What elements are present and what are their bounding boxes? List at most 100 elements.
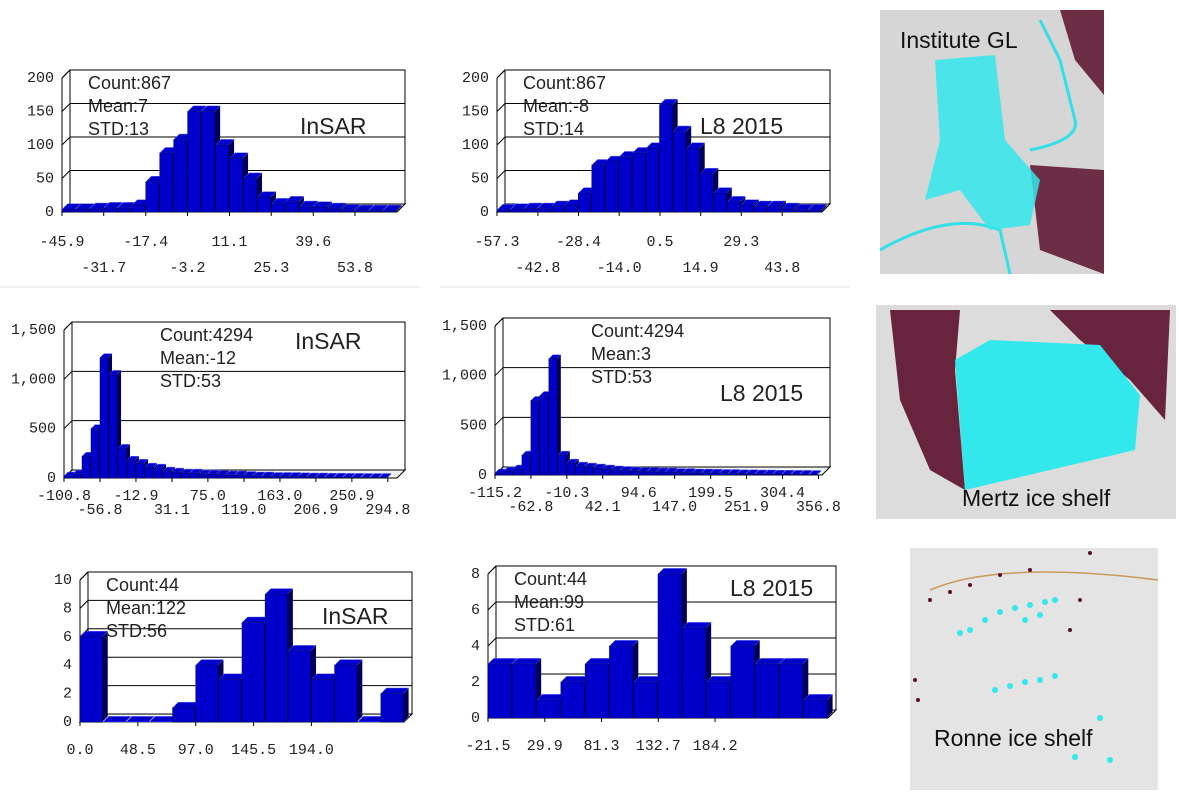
series-label: L8 2015 (720, 380, 803, 406)
stat-annotation: STD:13 (88, 119, 149, 139)
y-tick-label: 0 (480, 204, 489, 221)
x-tick-label: 97.0 (178, 742, 214, 759)
y-tick-label: 0 (63, 714, 72, 731)
bar (585, 467, 593, 475)
bar (639, 472, 647, 475)
bar (630, 471, 638, 475)
x-tick-label: 194.0 (289, 742, 334, 759)
stat-annotation: Mean:122 (106, 598, 186, 618)
y-tick-label: 50 (471, 170, 489, 187)
bar (497, 210, 510, 212)
x-tick-label: -17.4 (123, 234, 168, 251)
bar (646, 148, 659, 212)
bar (307, 477, 315, 478)
bar (343, 477, 351, 478)
bar (313, 207, 326, 212)
bar (91, 429, 99, 478)
bar (687, 148, 700, 212)
bar (311, 679, 333, 722)
bar (524, 209, 537, 212)
map-panel: Ronne ice shelf (910, 548, 1158, 790)
bar (549, 359, 557, 475)
bar (335, 665, 357, 722)
bar (578, 193, 591, 212)
bar (208, 474, 216, 478)
map-label: Institute GL (900, 27, 1018, 53)
bar (190, 473, 198, 478)
bar (795, 210, 808, 212)
bar (781, 209, 794, 212)
bar (603, 469, 611, 475)
stat-annotation: STD:14 (523, 119, 584, 139)
bar (567, 463, 575, 475)
bar (280, 477, 288, 478)
series-label: L8 2015 (700, 113, 783, 139)
bar (90, 209, 103, 212)
bar (522, 455, 530, 475)
x-tick-label: 81.3 (583, 738, 619, 755)
bar (271, 204, 284, 212)
bar (558, 455, 566, 475)
y-tick-label: 1,500 (11, 322, 56, 339)
x-tick-label: 25.3 (253, 260, 289, 277)
stat-annotation: STD:53 (160, 371, 221, 391)
bar (216, 145, 229, 212)
bar (513, 469, 521, 475)
y-tick-label: 500 (29, 421, 56, 438)
bar (495, 473, 503, 475)
y-tick-label: 1,000 (11, 371, 56, 388)
bar (731, 646, 754, 718)
x-tick-label: 29.9 (527, 738, 563, 755)
bar (288, 651, 310, 722)
bar (118, 448, 126, 478)
bar (160, 153, 173, 212)
bar (217, 475, 225, 478)
bar-side (357, 660, 363, 722)
bar (100, 358, 108, 478)
bar (773, 474, 781, 475)
y-tick-label: 6 (63, 629, 72, 646)
x-tick-label: 42.1 (585, 499, 621, 516)
x-tick-label: 53.8 (337, 260, 373, 277)
y-tick-label: 0 (471, 710, 480, 727)
bar (242, 623, 264, 722)
stat-annotation: Count:4294 (591, 321, 684, 341)
bar (243, 179, 256, 213)
bar (226, 475, 234, 478)
x-tick-label: 294.8 (365, 502, 410, 519)
bar (621, 471, 629, 475)
bar (632, 153, 645, 212)
stat-annotation: Mean:-8 (523, 96, 589, 116)
bar (76, 209, 89, 212)
bar (82, 456, 90, 478)
bar (682, 628, 705, 718)
y-tick-label: 100 (27, 137, 54, 154)
x-tick-label: 14.9 (683, 260, 719, 277)
bar (666, 472, 674, 475)
bar (132, 205, 145, 212)
bar (327, 209, 340, 212)
bar (540, 396, 548, 475)
bar (764, 474, 772, 475)
y-tick-label: 500 (460, 417, 487, 434)
bar (299, 207, 312, 212)
x-tick-label: 43.8 (764, 260, 800, 277)
bar (219, 679, 241, 722)
bar (265, 594, 287, 722)
bar (648, 472, 656, 475)
map-panel: Institute GL (880, 10, 1104, 274)
bar (612, 470, 620, 475)
bar (634, 682, 657, 718)
bar (808, 210, 821, 212)
bar (701, 473, 709, 475)
x-tick-label: -10.3 (544, 485, 589, 502)
bar (714, 193, 727, 212)
bar (565, 205, 578, 212)
bar (660, 105, 673, 212)
bar (352, 477, 360, 478)
y-tick-label: 1,000 (442, 368, 487, 385)
bar (174, 140, 187, 212)
bar (109, 374, 117, 478)
bar (381, 694, 403, 722)
bar (325, 477, 333, 478)
